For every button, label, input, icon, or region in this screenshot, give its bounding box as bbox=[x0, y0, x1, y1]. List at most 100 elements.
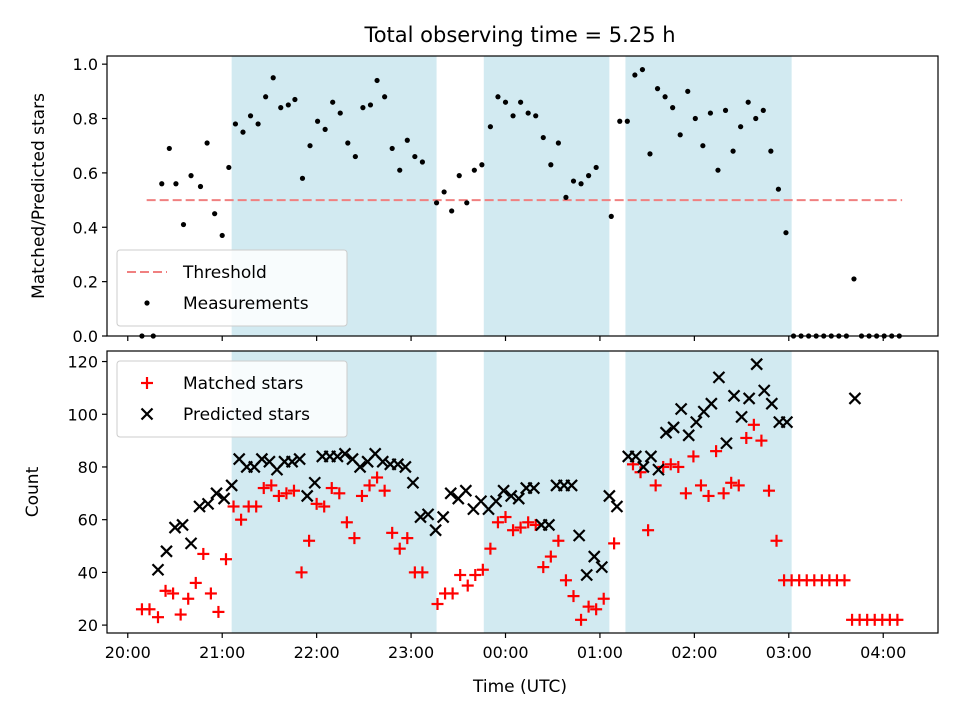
data-point bbox=[363, 479, 376, 492]
data-point bbox=[270, 75, 276, 81]
data-point bbox=[265, 479, 278, 492]
data-point bbox=[514, 521, 527, 534]
data-point bbox=[193, 500, 206, 513]
data-point-b bbox=[689, 415, 703, 429]
data-point bbox=[647, 151, 653, 157]
axes-frame bbox=[106, 350, 939, 634]
data-point bbox=[770, 534, 783, 547]
data-point-b bbox=[168, 521, 182, 534]
data-point bbox=[525, 110, 531, 116]
data-point bbox=[529, 518, 542, 531]
data-point bbox=[340, 516, 353, 529]
data-point bbox=[159, 181, 165, 187]
data-point bbox=[682, 429, 695, 442]
data-point bbox=[167, 587, 180, 600]
y-tick-label: 1.0 bbox=[73, 55, 98, 74]
data-point-b bbox=[414, 510, 427, 524]
data-point bbox=[330, 99, 336, 105]
data-point bbox=[679, 487, 692, 500]
data-point-b bbox=[346, 452, 359, 466]
data-point bbox=[775, 186, 782, 192]
data-point bbox=[212, 605, 225, 618]
data-point bbox=[285, 102, 291, 108]
data-point bbox=[512, 492, 526, 505]
data-point-b bbox=[629, 450, 643, 463]
data-point-b bbox=[406, 476, 420, 490]
data-point bbox=[310, 497, 323, 510]
data-point-b bbox=[542, 518, 556, 532]
data-point bbox=[401, 532, 414, 545]
data-point bbox=[565, 479, 578, 492]
data-point bbox=[464, 200, 470, 206]
data-point bbox=[345, 140, 351, 146]
data-point bbox=[318, 500, 331, 513]
data-point bbox=[391, 458, 405, 471]
data-point bbox=[662, 94, 668, 100]
axes-frame bbox=[106, 55, 939, 337]
data-point bbox=[717, 487, 730, 500]
data-point bbox=[160, 545, 173, 558]
legend-label: Predicted stars bbox=[183, 405, 310, 425]
data-point-b bbox=[603, 489, 616, 503]
data-point bbox=[548, 162, 554, 168]
data-point bbox=[634, 466, 647, 479]
data-point bbox=[570, 178, 577, 184]
data-point bbox=[732, 479, 745, 492]
data-point-b bbox=[527, 481, 541, 495]
data-point bbox=[694, 479, 707, 492]
legend: Matched stars Predicted stars bbox=[116, 360, 348, 438]
data-point bbox=[446, 587, 459, 600]
data-point-b bbox=[742, 392, 756, 405]
data-point-b bbox=[595, 560, 609, 574]
data-point bbox=[459, 484, 473, 497]
data-point bbox=[227, 500, 240, 513]
data-point bbox=[720, 436, 733, 450]
shaded-interval bbox=[483, 56, 610, 336]
data-point bbox=[555, 140, 561, 146]
data-point bbox=[533, 113, 539, 119]
data-point-b bbox=[308, 476, 322, 490]
data-point bbox=[608, 537, 621, 550]
data-point bbox=[257, 482, 270, 495]
data-point bbox=[300, 489, 314, 503]
data-point-b bbox=[368, 447, 382, 461]
data-point bbox=[414, 510, 427, 524]
data-point-b bbox=[436, 510, 450, 524]
data-point bbox=[542, 518, 556, 532]
data-point bbox=[204, 587, 217, 600]
data-point bbox=[491, 516, 504, 529]
data-point bbox=[499, 511, 512, 524]
legend-marker bbox=[140, 407, 154, 421]
data-point-b bbox=[652, 463, 665, 476]
legend: Threshold Measurements bbox=[116, 249, 348, 327]
data-point bbox=[382, 94, 388, 100]
data-point bbox=[603, 489, 616, 503]
ratio-panel: 0.0 0.2 0.4 0.6 0.8 1.0 Matched/Predicted star… bbox=[29, 55, 939, 346]
y-tick-label: 80 bbox=[78, 458, 98, 477]
data-point-b bbox=[727, 389, 741, 403]
x-tick-label: 01:00 bbox=[577, 643, 623, 662]
data-point bbox=[204, 140, 210, 146]
data-point bbox=[471, 167, 477, 173]
data-point bbox=[851, 276, 857, 282]
data-point bbox=[667, 421, 680, 434]
data-point bbox=[299, 175, 306, 181]
data-point bbox=[303, 534, 316, 547]
data-point bbox=[166, 145, 172, 152]
data-point bbox=[707, 110, 714, 116]
data-point bbox=[348, 532, 361, 545]
data-point bbox=[575, 613, 588, 626]
data-point bbox=[295, 566, 308, 579]
data-point bbox=[476, 563, 489, 576]
data-point bbox=[765, 397, 779, 410]
x-axis-label: Time (UTC) bbox=[472, 677, 567, 697]
data-point bbox=[389, 145, 395, 152]
data-point bbox=[386, 526, 399, 539]
data-point bbox=[710, 445, 723, 458]
data-point bbox=[715, 167, 721, 173]
y-tick-label: 20 bbox=[78, 616, 98, 635]
data-point bbox=[287, 484, 300, 497]
data-point bbox=[757, 384, 771, 397]
data-point bbox=[444, 487, 458, 500]
data-point bbox=[672, 460, 685, 473]
